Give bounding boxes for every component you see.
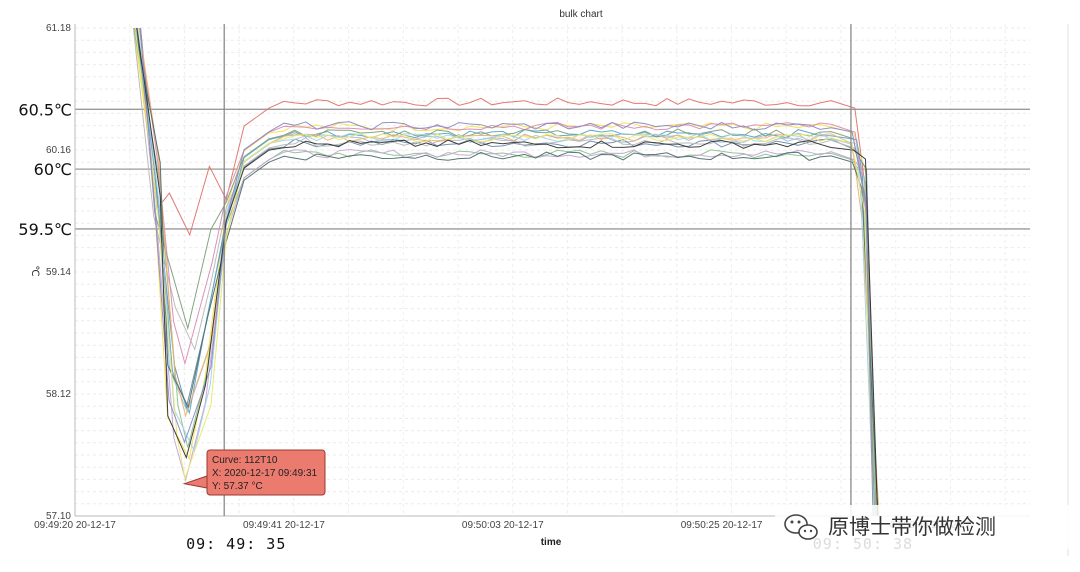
wechat-icon (784, 514, 818, 540)
x-tick-label: 09:49:20 20-12-17 (34, 520, 116, 531)
chart-title: bulk chart (559, 9, 603, 20)
grid (74, 24, 1030, 517)
time-marker-label: 09: 49: 35 (186, 535, 286, 553)
tooltip-y: Y: 57.37 °C (212, 481, 263, 492)
y-tick-label: 61.18 (46, 23, 71, 34)
series-line (138, 27, 875, 517)
reference-line-label: 59.5℃ (18, 220, 72, 239)
x-tick-label: 09:50:25 20-12-17 (681, 520, 763, 531)
series-line (132, 27, 876, 517)
tooltip-box (206, 449, 326, 496)
series-line (136, 27, 877, 517)
watermark: 原博士带你做检测 (775, 505, 1075, 549)
y-tick-label: 59.14 (46, 267, 71, 278)
tooltip-curve: Curve: 112T10 (212, 455, 278, 466)
series-line (136, 27, 876, 517)
y-axis-label: ℃ (29, 265, 40, 276)
x-tick-label: 09:49:41 20-12-17 (243, 520, 325, 531)
series-line (136, 27, 879, 517)
tooltip: Curve: 112T10 X: 2020-12-17 09:49:31 Y: … (182, 449, 326, 496)
series-line (134, 27, 879, 517)
y-tick-label: 60.16 (46, 145, 71, 156)
series-line (134, 27, 874, 517)
x-tick-label: 09:50:03 20-12-17 (462, 520, 544, 531)
series-line (139, 27, 874, 517)
reference-line-label: 60.5℃ (18, 100, 72, 119)
watermark-text: 原博士带你做检测 (828, 515, 996, 539)
y-tick-label: 57.10 (46, 511, 71, 522)
reference-line-label: 60℃ (34, 160, 72, 179)
reference-lines: 60.5℃ 60℃ 59.5℃ (18, 100, 1030, 239)
tooltip-x: X: 2020-12-17 09:49:31 (212, 468, 318, 479)
y-tick-label: 58.12 (46, 389, 71, 400)
x-axis-label: time (541, 537, 562, 548)
series-lines (132, 27, 880, 517)
